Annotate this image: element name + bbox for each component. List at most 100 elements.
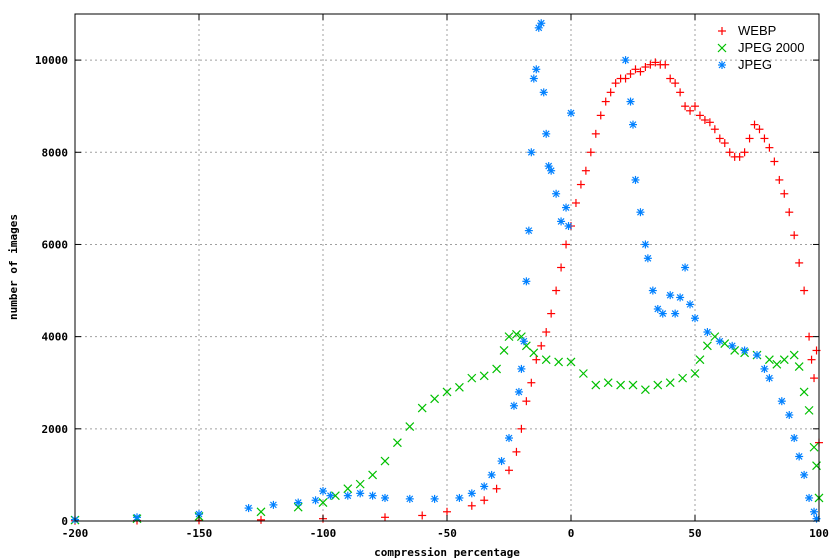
data-point-webp [641, 63, 650, 72]
marker-stroke [515, 388, 523, 396]
marker-stroke [644, 254, 652, 262]
data-point-webp [770, 157, 779, 166]
data-point-webp [492, 484, 501, 493]
data-point-webp [681, 102, 690, 111]
marker-stroke [537, 19, 545, 27]
data-point-webp [552, 286, 561, 295]
data-point-jpeg2000 [499, 346, 509, 355]
marker-stroke [405, 422, 415, 431]
marker-stroke [499, 346, 509, 355]
data-point-jpeg [564, 222, 573, 231]
x-axis-label: compression percentage [374, 546, 520, 559]
marker-stroke [666, 291, 674, 299]
marker-stroke [517, 365, 525, 373]
data-point-webp [537, 341, 546, 350]
legend-label-webp: WEBP [738, 23, 776, 38]
data-point-webp [601, 97, 610, 106]
data-point-webp [505, 466, 513, 475]
data-point-webp [611, 79, 620, 88]
data-point-jpeg2000 [318, 498, 328, 507]
data-point-webp [775, 175, 784, 184]
marker-stroke [627, 98, 634, 105]
marker-stroke [530, 75, 538, 82]
data-point-jpeg [519, 337, 528, 346]
marker-stroke [492, 364, 502, 374]
data-point-jpeg [532, 65, 541, 74]
data-point-jpeg2000 [764, 355, 774, 365]
data-point-jpeg2000 [355, 479, 365, 489]
y-tick-label: 2000 [42, 423, 69, 436]
marker-stroke [678, 373, 688, 383]
marker-stroke [392, 438, 402, 448]
data-point-jpeg2000 [529, 348, 539, 358]
data-point-jpeg [497, 457, 506, 466]
data-point-webp [686, 106, 695, 115]
data-point-jpeg2000 [779, 355, 789, 365]
marker-stroke [629, 121, 637, 129]
data-point-jpeg [631, 175, 640, 184]
legend-marker-jpeg2000 [717, 43, 727, 53]
marker-stroke [761, 365, 768, 373]
marker-stroke [468, 489, 476, 497]
data-point-webp [562, 240, 571, 249]
data-point-webp [636, 67, 645, 76]
marker-stroke [810, 508, 818, 516]
data-point-webp [695, 111, 704, 120]
marker-stroke [616, 380, 626, 390]
marker-stroke [294, 499, 302, 506]
marker-stroke [716, 337, 724, 345]
data-point-webp [715, 134, 724, 143]
data-point-jpeg2000 [479, 371, 489, 381]
data-point-webp [807, 355, 816, 364]
marker-stroke [355, 479, 365, 489]
marker-stroke [479, 371, 489, 381]
marker-stroke [431, 495, 439, 503]
y-tick-label: 6000 [42, 238, 69, 251]
data-point-jpeg [552, 189, 561, 198]
marker-stroke [578, 369, 588, 378]
marker-stroke [790, 434, 798, 442]
data-points [70, 19, 824, 525]
marker-stroke [547, 167, 555, 175]
data-point-webp [760, 134, 769, 143]
data-point-jpeg2000 [794, 362, 804, 372]
data-point-jpeg [629, 120, 637, 129]
data-point-jpeg [505, 434, 513, 443]
marker-stroke [417, 403, 427, 413]
marker-stroke [505, 434, 513, 442]
data-point-jpeg [487, 470, 496, 479]
legend-marker-webp [718, 27, 726, 35]
data-point-jpeg [368, 491, 377, 500]
data-point-jpeg2000 [467, 373, 477, 383]
data-point-webp [676, 88, 685, 97]
marker-stroke [510, 402, 518, 410]
marker-stroke [649, 287, 657, 294]
data-point-webp [527, 378, 536, 387]
data-point-webp [745, 134, 754, 143]
data-point-jpeg [666, 291, 675, 300]
marker-stroke [659, 310, 667, 318]
data-point-webp [626, 69, 635, 78]
data-point-jpeg [636, 208, 645, 217]
marker-stroke [344, 492, 352, 500]
data-point-webp [418, 511, 427, 520]
data-point-jpeg2000 [809, 442, 819, 452]
data-point-jpeg2000 [417, 403, 427, 413]
data-point-jpeg2000 [799, 387, 809, 397]
marker-stroke [717, 43, 727, 53]
data-point-webp [780, 189, 789, 198]
data-point-jpeg [648, 286, 657, 295]
marker-stroke [565, 222, 572, 230]
marker-stroke [442, 387, 452, 397]
marker-stroke [567, 109, 575, 117]
marker-stroke [455, 494, 463, 502]
marker-stroke [480, 483, 488, 490]
y-tick-label: 4000 [42, 331, 69, 344]
marker-stroke [562, 204, 570, 212]
data-point-jpeg [805, 493, 814, 502]
data-point-jpeg2000 [578, 369, 588, 378]
data-point-webp [691, 102, 699, 111]
data-point-jpeg [514, 387, 523, 396]
marker-stroke [753, 351, 761, 359]
data-point-jpeg2000 [566, 357, 576, 367]
